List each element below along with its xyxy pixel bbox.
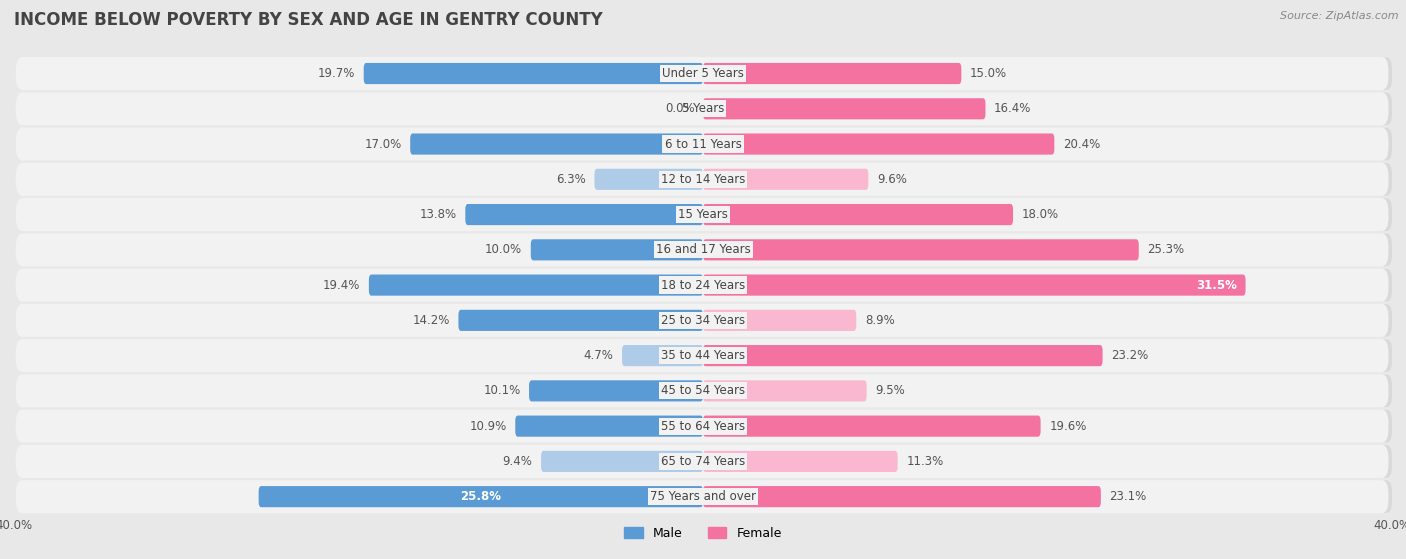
- Text: 75 Years and over: 75 Years and over: [650, 490, 756, 503]
- FancyBboxPatch shape: [364, 63, 703, 84]
- FancyBboxPatch shape: [541, 451, 703, 472]
- Text: 19.4%: 19.4%: [323, 278, 360, 292]
- FancyBboxPatch shape: [703, 310, 856, 331]
- FancyBboxPatch shape: [703, 169, 869, 190]
- Text: 15 Years: 15 Years: [678, 208, 728, 221]
- Text: 20.4%: 20.4%: [1063, 138, 1101, 150]
- FancyBboxPatch shape: [15, 304, 1389, 337]
- FancyBboxPatch shape: [703, 239, 1139, 260]
- FancyBboxPatch shape: [703, 63, 962, 84]
- Text: 18.0%: 18.0%: [1022, 208, 1059, 221]
- FancyBboxPatch shape: [15, 445, 1389, 478]
- FancyBboxPatch shape: [703, 134, 1054, 155]
- FancyBboxPatch shape: [621, 345, 703, 366]
- Text: 65 to 74 Years: 65 to 74 Years: [661, 455, 745, 468]
- Text: 16.4%: 16.4%: [994, 102, 1032, 115]
- FancyBboxPatch shape: [15, 198, 1389, 231]
- FancyBboxPatch shape: [15, 339, 1389, 372]
- Text: 14.2%: 14.2%: [412, 314, 450, 327]
- Text: 10.0%: 10.0%: [485, 243, 522, 257]
- Text: 55 to 64 Years: 55 to 64 Years: [661, 420, 745, 433]
- Text: 45 to 54 Years: 45 to 54 Years: [661, 385, 745, 397]
- FancyBboxPatch shape: [20, 234, 1392, 266]
- Text: INCOME BELOW POVERTY BY SEX AND AGE IN GENTRY COUNTY: INCOME BELOW POVERTY BY SEX AND AGE IN G…: [14, 11, 603, 29]
- FancyBboxPatch shape: [15, 127, 1389, 160]
- Text: 11.3%: 11.3%: [907, 455, 943, 468]
- FancyBboxPatch shape: [20, 93, 1392, 125]
- FancyBboxPatch shape: [15, 375, 1389, 408]
- FancyBboxPatch shape: [703, 98, 986, 120]
- Text: 13.8%: 13.8%: [419, 208, 457, 221]
- Text: Source: ZipAtlas.com: Source: ZipAtlas.com: [1281, 11, 1399, 21]
- Text: 9.5%: 9.5%: [875, 385, 905, 397]
- FancyBboxPatch shape: [703, 345, 1102, 366]
- FancyBboxPatch shape: [703, 415, 1040, 437]
- FancyBboxPatch shape: [515, 415, 703, 437]
- Text: 9.4%: 9.4%: [502, 455, 533, 468]
- FancyBboxPatch shape: [20, 58, 1392, 90]
- Text: 15.0%: 15.0%: [970, 67, 1007, 80]
- FancyBboxPatch shape: [703, 274, 1246, 296]
- FancyBboxPatch shape: [15, 57, 1389, 90]
- Legend: Male, Female: Male, Female: [619, 522, 787, 544]
- FancyBboxPatch shape: [15, 163, 1389, 196]
- Text: 16 and 17 Years: 16 and 17 Years: [655, 243, 751, 257]
- Text: 9.6%: 9.6%: [877, 173, 907, 186]
- Text: 35 to 44 Years: 35 to 44 Years: [661, 349, 745, 362]
- Text: 23.1%: 23.1%: [1109, 490, 1147, 503]
- FancyBboxPatch shape: [20, 198, 1392, 231]
- FancyBboxPatch shape: [20, 339, 1392, 372]
- Text: 6 to 11 Years: 6 to 11 Years: [665, 138, 741, 150]
- FancyBboxPatch shape: [703, 380, 866, 401]
- Text: 0.0%: 0.0%: [665, 102, 695, 115]
- FancyBboxPatch shape: [15, 268, 1389, 302]
- FancyBboxPatch shape: [529, 380, 703, 401]
- FancyBboxPatch shape: [368, 274, 703, 296]
- Text: 23.2%: 23.2%: [1111, 349, 1149, 362]
- FancyBboxPatch shape: [15, 410, 1389, 443]
- FancyBboxPatch shape: [20, 480, 1392, 513]
- Text: 17.0%: 17.0%: [364, 138, 402, 150]
- Text: 10.1%: 10.1%: [484, 385, 520, 397]
- Text: 6.3%: 6.3%: [557, 173, 586, 186]
- FancyBboxPatch shape: [465, 204, 703, 225]
- Text: 25.3%: 25.3%: [1147, 243, 1184, 257]
- Text: 4.7%: 4.7%: [583, 349, 613, 362]
- FancyBboxPatch shape: [15, 233, 1389, 267]
- FancyBboxPatch shape: [703, 204, 1012, 225]
- Text: Under 5 Years: Under 5 Years: [662, 67, 744, 80]
- FancyBboxPatch shape: [20, 410, 1392, 442]
- FancyBboxPatch shape: [703, 451, 897, 472]
- FancyBboxPatch shape: [411, 134, 703, 155]
- FancyBboxPatch shape: [20, 375, 1392, 407]
- Text: 5 Years: 5 Years: [682, 102, 724, 115]
- FancyBboxPatch shape: [20, 304, 1392, 337]
- Text: 19.7%: 19.7%: [318, 67, 356, 80]
- Text: 18 to 24 Years: 18 to 24 Years: [661, 278, 745, 292]
- Text: 31.5%: 31.5%: [1197, 278, 1237, 292]
- FancyBboxPatch shape: [20, 128, 1392, 160]
- Text: 8.9%: 8.9%: [865, 314, 894, 327]
- Text: 25 to 34 Years: 25 to 34 Years: [661, 314, 745, 327]
- FancyBboxPatch shape: [703, 486, 1101, 507]
- FancyBboxPatch shape: [531, 239, 703, 260]
- Text: 19.6%: 19.6%: [1049, 420, 1087, 433]
- FancyBboxPatch shape: [20, 163, 1392, 196]
- Text: 25.8%: 25.8%: [460, 490, 502, 503]
- FancyBboxPatch shape: [20, 269, 1392, 301]
- FancyBboxPatch shape: [595, 169, 703, 190]
- FancyBboxPatch shape: [20, 445, 1392, 477]
- FancyBboxPatch shape: [15, 92, 1389, 125]
- FancyBboxPatch shape: [458, 310, 703, 331]
- FancyBboxPatch shape: [259, 486, 703, 507]
- Text: 12 to 14 Years: 12 to 14 Years: [661, 173, 745, 186]
- FancyBboxPatch shape: [15, 480, 1389, 513]
- Text: 10.9%: 10.9%: [470, 420, 506, 433]
